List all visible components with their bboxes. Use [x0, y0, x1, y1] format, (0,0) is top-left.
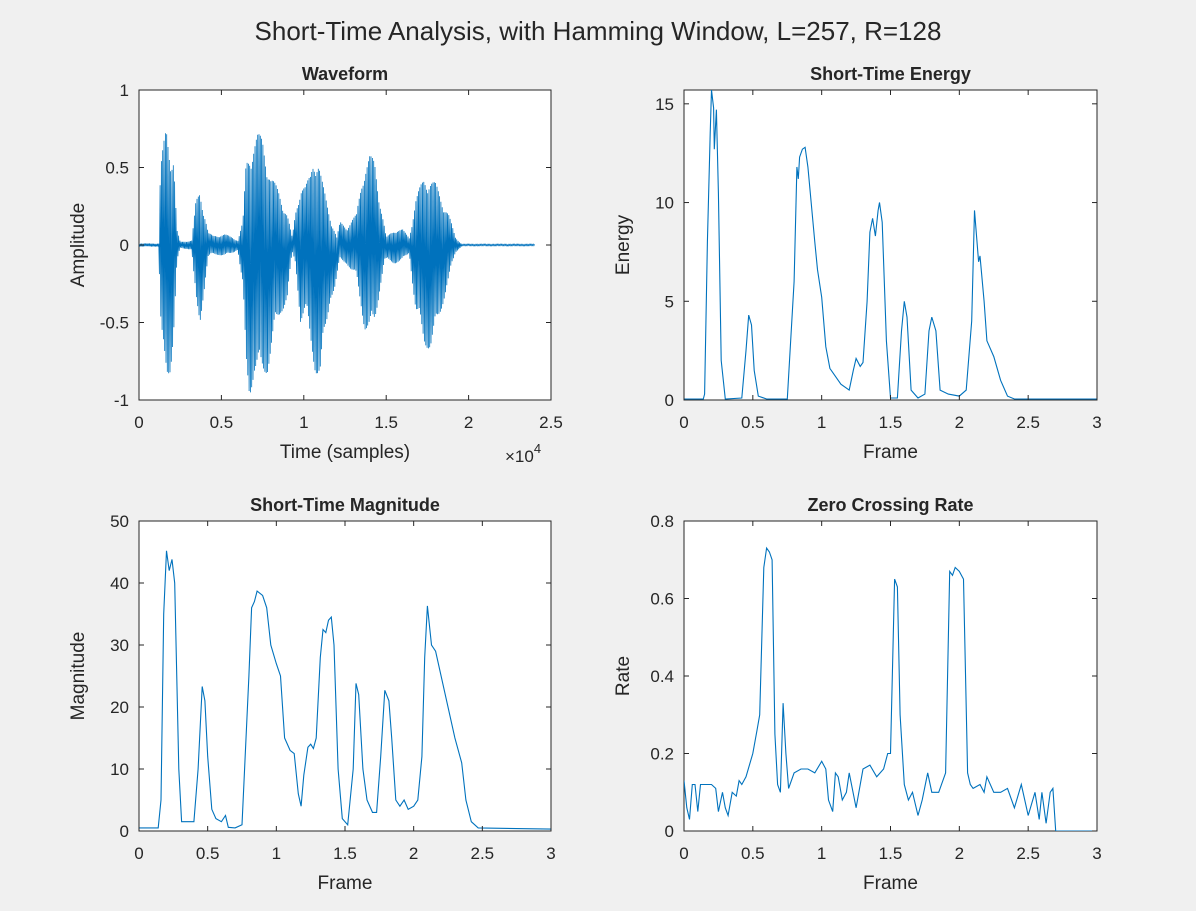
y-tick-label: 0.2 — [650, 745, 674, 764]
x-exponent-label: ×104 — [505, 441, 541, 466]
x-tick-label: 1 — [299, 413, 308, 432]
x-tick-label: 2.5 — [471, 844, 495, 863]
figure-title: Short-Time Analysis, with Hamming Window… — [255, 16, 942, 46]
x-tick-label: 0 — [679, 413, 688, 432]
y-axis-label: Energy — [613, 214, 634, 275]
series-line-1 — [684, 546, 1097, 831]
y-tick-label: 5 — [665, 292, 674, 311]
x-exponent-base: ×10 — [505, 447, 534, 466]
x-tick-label: 0.5 — [196, 844, 220, 863]
y-tick-label: 0.8 — [650, 512, 674, 531]
x-tick-label: 3 — [546, 844, 555, 863]
x-tick-label: 0 — [679, 844, 688, 863]
series-line-1 — [139, 550, 551, 830]
y-tick-label: 0.5 — [105, 159, 129, 178]
subplot-2: 0 0.5 1 1.5 2 2.5 3 0 5 10 15 Short-Time Energy Fram… — [613, 64, 1102, 463]
y-tick-label: 0 — [665, 391, 674, 410]
x-tick-label: 2.5 — [539, 413, 563, 432]
plot-area — [138, 520, 552, 832]
y-axis-label: Rate — [613, 656, 634, 696]
x-axis-label: Frame — [863, 873, 918, 894]
y-tick-label: -0.5 — [100, 314, 129, 333]
x-tick-label: 0.5 — [741, 413, 765, 432]
y-tick-label: 30 — [110, 636, 129, 655]
x-tick-label: 1.5 — [333, 844, 357, 863]
x-axis-label: Frame — [863, 442, 918, 463]
x-tick-label: 2.5 — [1016, 844, 1040, 863]
y-tick-label: 10 — [110, 760, 129, 779]
x-tick-label: 2 — [409, 844, 418, 863]
x-axis-label: Frame — [318, 873, 373, 894]
series-line-1 — [139, 133, 535, 393]
x-exponent-power: 4 — [534, 441, 541, 456]
y-tick-label: 0 — [665, 822, 674, 841]
y-tick-label: 40 — [110, 574, 129, 593]
x-axis-label: Time (samples) — [280, 442, 410, 463]
y-tick-label: -1 — [114, 391, 129, 410]
subplot-title: Short-Time Energy — [810, 64, 971, 84]
x-tick-label: 1.5 — [879, 844, 903, 863]
y-tick-label: 1 — [120, 81, 129, 100]
x-tick-label: 3 — [1092, 844, 1101, 863]
x-tick-label: 2.5 — [1016, 413, 1040, 432]
x-tick-label: 2 — [955, 413, 964, 432]
x-tick-label: 1 — [272, 844, 281, 863]
y-tick-label: 0 — [120, 822, 129, 841]
x-tick-label: 0 — [134, 844, 143, 863]
x-tick-label: 1.5 — [374, 413, 398, 432]
y-tick-label: 20 — [110, 698, 129, 717]
plot-area — [683, 520, 1098, 832]
x-tick-label: 0 — [134, 413, 143, 432]
x-tick-label: 1 — [817, 413, 826, 432]
x-tick-label: 1 — [817, 844, 826, 863]
x-tick-label: 2 — [955, 844, 964, 863]
y-tick-label: 0 — [120, 236, 129, 255]
y-tick-label: 10 — [655, 194, 674, 213]
subplot-title: Waveform — [302, 64, 388, 84]
x-tick-label: 1.5 — [879, 413, 903, 432]
x-tick-label: 0.5 — [210, 413, 234, 432]
y-tick-label: 15 — [655, 95, 674, 114]
x-tick-label: 0.5 — [741, 844, 765, 863]
x-tick-label: 3 — [1092, 413, 1101, 432]
subplot-4: 0 0.5 1 1.5 2 2.5 3 0 0.2 0.4 0.6 0.8 Zero Crossing … — [613, 495, 1102, 894]
y-axis-label: Magnitude — [68, 632, 89, 721]
y-tick-label: 50 — [110, 512, 129, 531]
y-axis-label: Amplitude — [68, 203, 89, 288]
x-tick-label: 2 — [464, 413, 473, 432]
subplot-1: 0 0.5 1 1.5 2 2.5 -1 -0.5 0 0.5 1 Waveform Time (sam… — [68, 64, 563, 466]
subplot-title: Zero Crossing Rate — [807, 495, 973, 515]
y-tick-label: 0.6 — [650, 590, 674, 609]
subplot-title: Short-Time Magnitude — [250, 495, 440, 515]
y-tick-label: 0.4 — [650, 667, 674, 686]
